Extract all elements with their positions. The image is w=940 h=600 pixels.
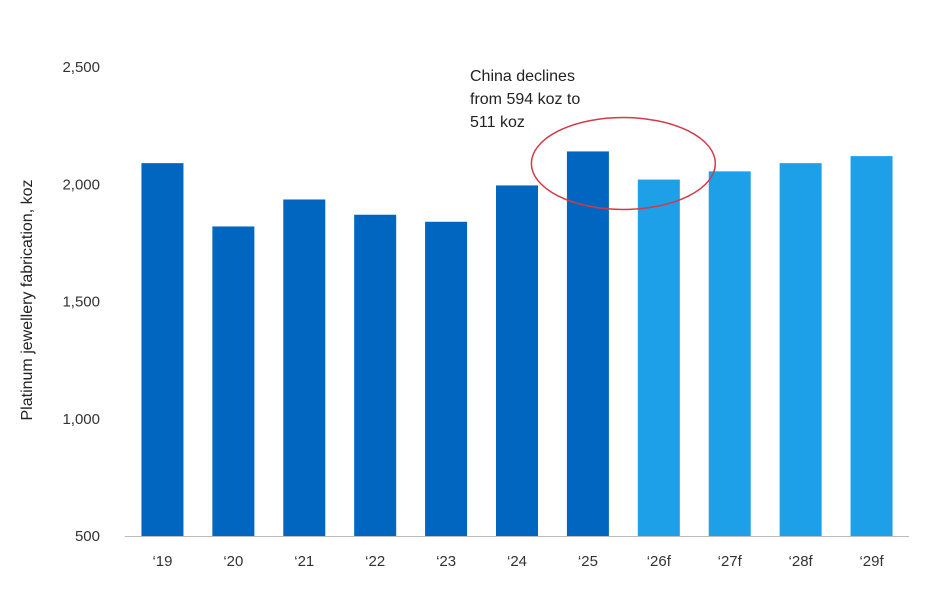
x-axis-ticks: ‘19 ‘20 ‘21 ‘22 ‘23 ‘24 ‘25 ‘26f ‘27f ‘28f ‘29f xyxy=(152,553,884,570)
x-tick-label: ‘24 xyxy=(507,553,527,570)
bar xyxy=(496,185,538,537)
x-tick-label: ‘20 xyxy=(223,553,243,570)
bar xyxy=(212,226,255,536)
y-tick-label: 1,000 xyxy=(62,411,100,428)
bar xyxy=(637,179,680,536)
x-tick-label: ‘25 xyxy=(578,553,598,570)
highlight-ellipse xyxy=(530,116,717,211)
annotation-line: China declines xyxy=(470,68,575,85)
bar xyxy=(708,171,751,537)
y-axis-label: Platinum jewellery fabrication, koz xyxy=(19,180,36,421)
x-tick-label: ‘21 xyxy=(294,553,314,570)
bars xyxy=(141,151,893,537)
bar xyxy=(850,156,893,537)
x-tick-label: ‘23 xyxy=(436,553,456,570)
bar xyxy=(283,199,326,536)
y-tick-label: 2,000 xyxy=(62,176,100,193)
x-tick-label: ‘22 xyxy=(365,553,385,570)
y-tick-label: 1,500 xyxy=(62,294,100,311)
x-tick-label: ‘19 xyxy=(152,553,172,570)
y-axis-ticks: 500 1,000 1,500 2,000 2,500 xyxy=(62,59,100,545)
bar xyxy=(425,221,468,536)
annotation-line: 511 koz xyxy=(470,114,525,131)
y-tick-label: 500 xyxy=(75,528,100,545)
bar xyxy=(141,163,184,536)
annotation-line: from 594 koz to xyxy=(470,91,580,108)
x-tick-label: ‘26f xyxy=(647,553,672,570)
annotation-text: China declines from 594 koz to 511 koz xyxy=(470,68,580,131)
x-tick-label: ‘28f xyxy=(789,553,814,570)
x-tick-label: ‘27f xyxy=(718,553,743,570)
x-tick-label: ‘29f xyxy=(859,553,884,570)
bar xyxy=(779,163,822,536)
bar xyxy=(566,151,609,537)
bar xyxy=(354,214,397,537)
y-tick-label: 2,500 xyxy=(62,59,100,76)
